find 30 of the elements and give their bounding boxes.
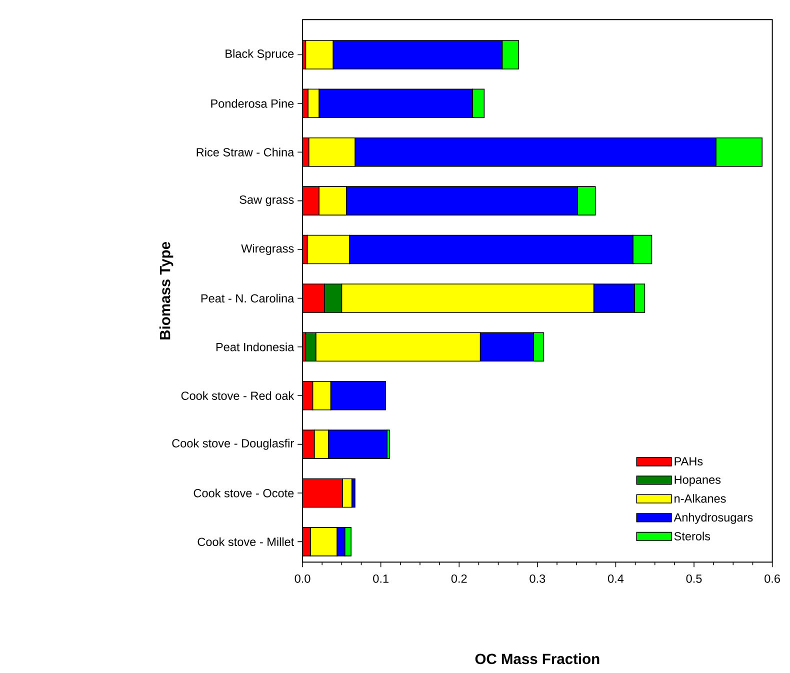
y-tick-label: Ponderosa Pine <box>211 98 294 108</box>
legend-label: Anhydrosugars <box>674 512 753 524</box>
x-tick-label: 0.4 <box>608 574 624 583</box>
x-axis-title: OC Mass Fraction <box>475 653 600 664</box>
y-tick-label: Cook stove - Red oak <box>181 391 294 400</box>
y-tick-label: Peat - N. Carolina <box>201 294 294 302</box>
y-tick-label: Rice Straw - China <box>196 148 294 156</box>
y-tick-label: Peat Indonesia <box>216 342 294 352</box>
y-tick-label: Cook stove - Millet <box>198 537 294 546</box>
bar <box>302 283 325 313</box>
x-tick-label: 0.1 <box>373 574 388 583</box>
legend-label: n-Alkanes <box>674 494 726 503</box>
x-tick-label: 0.3 <box>530 574 546 583</box>
y-tick-label: Black Spruce <box>226 49 294 60</box>
y-axis-title: Biomass Type <box>159 242 174 340</box>
y-tick-label: Cook stove - Ocote <box>194 488 294 498</box>
x-tick-label: 0.0 <box>294 574 310 583</box>
bar <box>302 381 313 410</box>
bar <box>302 478 343 508</box>
x-tick-label: 0.6 <box>764 574 780 583</box>
bar <box>302 186 320 216</box>
y-tick-label: Cook stove - Douglasfir <box>172 438 294 450</box>
y-tick-label: Saw grass <box>240 195 294 206</box>
legend-label: Hopanes <box>674 476 721 486</box>
x-tick-label: 0.5 <box>686 574 702 583</box>
legend-label: PAHs <box>674 457 703 466</box>
legend-label: Sterols <box>674 532 710 540</box>
x-tick-label: 0.2 <box>451 574 467 583</box>
bar <box>302 430 314 458</box>
y-tick-label: Wiregrass <box>241 244 294 255</box>
